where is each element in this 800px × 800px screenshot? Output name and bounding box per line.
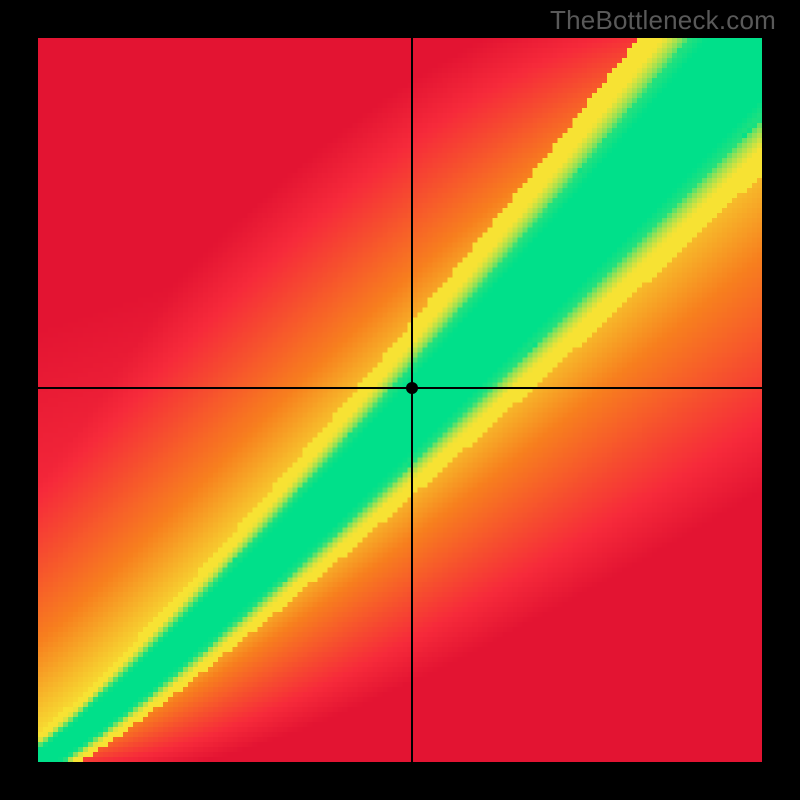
crosshair-dot — [406, 382, 418, 394]
crosshair-vertical — [411, 38, 413, 762]
heatmap-plot — [38, 38, 762, 762]
watermark-text: TheBottleneck.com — [550, 5, 776, 36]
crosshair-horizontal — [38, 387, 762, 389]
heatmap-canvas — [38, 38, 762, 762]
